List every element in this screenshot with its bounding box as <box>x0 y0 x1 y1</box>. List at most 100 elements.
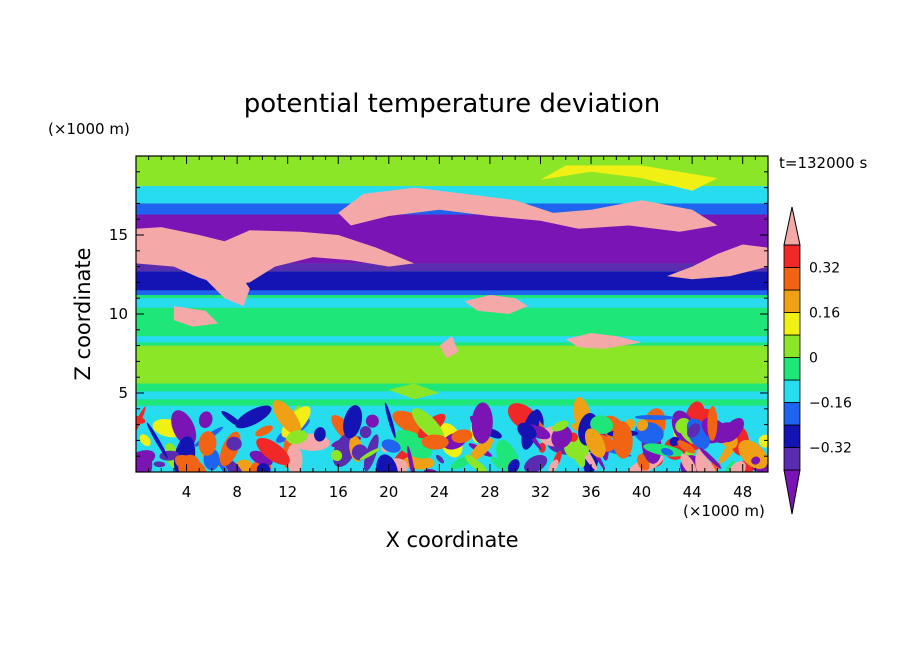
eddy <box>359 426 372 439</box>
eddy <box>381 439 401 453</box>
eddy <box>687 423 701 438</box>
field-band <box>136 391 768 400</box>
colorbar-segment <box>783 267 801 291</box>
colorbar-segment <box>783 334 801 358</box>
x-tick-label: 12 <box>278 483 297 501</box>
x-tick-label: 16 <box>329 483 348 501</box>
eddy <box>235 405 272 429</box>
eddy <box>517 422 537 440</box>
eddy <box>584 428 606 458</box>
colorbar-tick-label: 0 <box>809 351 818 367</box>
colorbar-tick-label: −0.32 <box>809 441 852 457</box>
warm-region <box>565 333 642 349</box>
chart-title: potential temperature deviation <box>244 89 660 119</box>
contour-field <box>136 156 768 472</box>
eddy <box>384 402 396 439</box>
colorbar-extend-low <box>783 469 801 515</box>
x-tick-label: 8 <box>232 483 242 501</box>
eddy <box>136 453 153 472</box>
eddy <box>226 436 242 451</box>
x-tick-label: 40 <box>632 483 651 501</box>
eddy <box>139 434 151 447</box>
warm-region <box>338 187 718 232</box>
eddy <box>471 402 493 444</box>
eddy <box>256 437 290 465</box>
eddy <box>699 447 722 469</box>
eddy <box>421 434 449 450</box>
colorbar: 0.32 0.16 0 −0.16 −0.32 <box>783 206 852 515</box>
eddy <box>751 456 761 465</box>
eddy <box>146 422 168 459</box>
eddy <box>343 405 363 439</box>
y-tick-label: 10 <box>109 305 128 323</box>
colorbar-segment <box>783 447 801 471</box>
colorbar-segment <box>783 244 801 268</box>
eddy <box>435 454 445 464</box>
warm-region <box>464 295 528 314</box>
eddy <box>612 421 633 459</box>
field-band <box>136 298 768 308</box>
eddy <box>660 448 674 456</box>
eddy <box>524 454 548 472</box>
eddy <box>464 454 489 472</box>
colorbar-segment <box>783 424 801 448</box>
y-tick-label: 15 <box>109 226 128 244</box>
colorbar-tick-label: 0.16 <box>809 306 840 322</box>
colorbar-extend-high <box>783 206 801 246</box>
eddy <box>677 440 696 454</box>
eddy <box>249 450 273 466</box>
y-tick-label: 5 <box>118 384 128 402</box>
eddy <box>738 439 768 469</box>
x-unit-label: (×1000 m) <box>683 502 765 520</box>
eddy <box>470 437 494 461</box>
colorbar-segment <box>783 312 801 336</box>
colorbar-tick-label: 0.32 <box>809 261 840 277</box>
colorbar-segment <box>783 379 801 403</box>
eddy <box>198 431 217 456</box>
eddy <box>314 427 326 442</box>
eddy <box>590 415 613 434</box>
x-axis: 4 8 12 16 20 24 28 32 36 40 44 48 <box>148 156 756 501</box>
field-band <box>136 271 768 291</box>
x-tick-label: 32 <box>531 483 550 501</box>
x-tick-label: 48 <box>733 483 752 501</box>
eddy <box>758 434 768 448</box>
colorbar-tick-label: −0.16 <box>809 396 852 412</box>
mild-region <box>136 162 326 183</box>
eddy <box>728 461 746 472</box>
eddy <box>365 414 379 428</box>
warm-region <box>439 336 459 359</box>
eddy <box>171 410 197 446</box>
colorbar-segment <box>783 402 801 426</box>
x-tick-label: 44 <box>683 483 702 501</box>
eddy <box>507 459 520 472</box>
y-axis: 5 10 15 <box>109 171 768 457</box>
eddy <box>552 420 569 432</box>
eddy <box>707 405 718 441</box>
eddy <box>359 448 380 461</box>
eddy <box>634 415 675 420</box>
eddy <box>376 454 398 472</box>
eddy <box>256 463 271 472</box>
eddy <box>491 456 503 470</box>
field-band <box>136 405 768 417</box>
x-tick-label: 20 <box>379 483 398 501</box>
eddy <box>572 444 586 468</box>
eddy <box>286 430 308 445</box>
x-tick-label: 36 <box>581 483 600 501</box>
eddy <box>636 419 649 431</box>
eddy <box>393 430 433 459</box>
eddy <box>178 454 201 472</box>
warm-region <box>666 244 768 280</box>
colorbar-segment <box>783 289 801 313</box>
eddy <box>411 408 445 442</box>
eddy <box>331 449 343 462</box>
colorbar-segment <box>783 357 801 381</box>
time-label: t=132000 s <box>779 154 867 172</box>
field-band <box>136 263 768 272</box>
x-tick-label: 24 <box>430 483 449 501</box>
x-axis-label: X coordinate <box>385 528 518 552</box>
x-tick-label: 4 <box>182 483 192 501</box>
eddy <box>538 442 546 453</box>
